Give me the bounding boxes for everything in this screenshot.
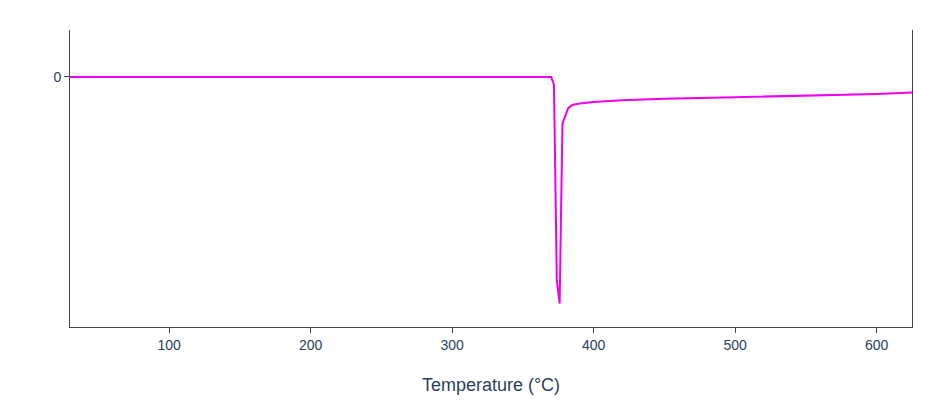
svg-text:500: 500 xyxy=(723,337,747,353)
svg-text:200: 200 xyxy=(299,337,323,353)
svg-text:400: 400 xyxy=(582,337,606,353)
svg-text:600: 600 xyxy=(865,337,889,353)
svg-text:Temperature (°C): Temperature (°C) xyxy=(422,375,560,395)
svg-text:0: 0 xyxy=(53,69,61,85)
svg-text:100: 100 xyxy=(157,337,181,353)
svg-text:300: 300 xyxy=(440,337,464,353)
